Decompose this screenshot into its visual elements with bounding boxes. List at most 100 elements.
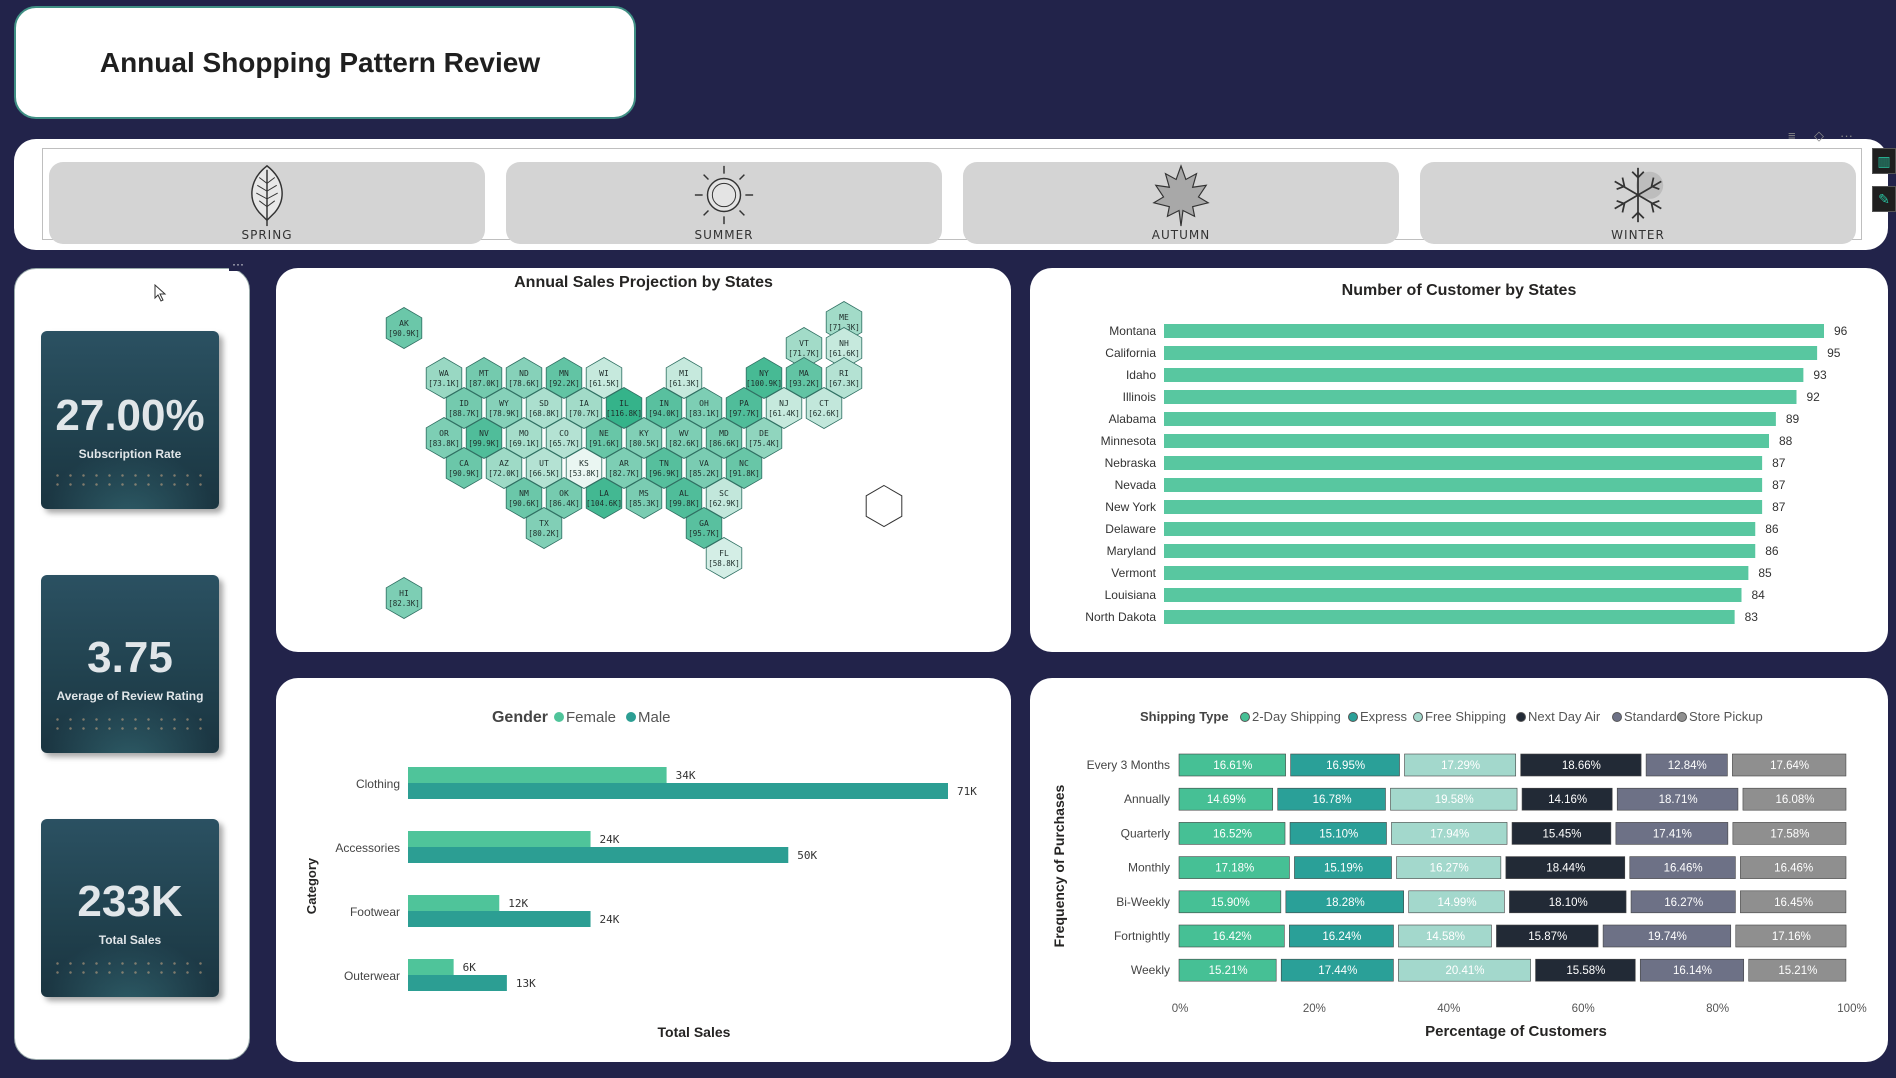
customer-value-label: 93 — [1813, 368, 1827, 382]
kpi-value: 3.75 — [87, 633, 173, 682]
kpi-value: 233K — [77, 877, 183, 926]
state-code-label: NH — [839, 339, 849, 348]
state-hex-ak — [385, 307, 423, 349]
bar-value-label: 13K — [516, 977, 536, 990]
state-code-label: MT — [479, 369, 489, 378]
state-label: Vermont — [1111, 566, 1156, 580]
stack-segment — [1535, 958, 1636, 982]
state-value-label: [78.9K] — [488, 409, 520, 418]
state-hex-il — [605, 387, 643, 429]
state-hex-mt — [465, 357, 503, 399]
filter-icon[interactable]: ≡ — [1788, 128, 1796, 143]
state-value-label: [72.0K] — [488, 469, 520, 478]
state-label: Idaho — [1126, 368, 1156, 382]
stack-segment — [1742, 787, 1847, 811]
state-code-label: VA — [699, 459, 709, 468]
state-hex-ne — [585, 417, 623, 459]
mouse-cursor-icon — [154, 284, 167, 302]
season-button-winter[interactable]: WINTER — [1420, 162, 1856, 244]
state-label: Nevada — [1115, 478, 1157, 492]
more-options-icon[interactable]: ··· — [1840, 128, 1853, 143]
bar-value-label: 24K — [600, 913, 620, 926]
customer-value-label: 84 — [1752, 588, 1766, 602]
state-code-label: MD — [719, 429, 729, 438]
shipping-stacked-chart: Shipping Type 2-Day Shipping Express Free S… — [1051, 709, 1867, 1040]
bar-value-label: 12K — [508, 897, 528, 910]
hex-map: AK[90.9K]ME[71.3K]VT[71.7K]NH[61.6K]WA[7… — [385, 301, 903, 619]
category-label: Accessories — [335, 841, 400, 855]
chart-pane-icon[interactable]: ▥ — [1872, 148, 1896, 174]
stack-segment — [1404, 753, 1517, 777]
page-title: Annual Shopping Pattern Review — [99, 46, 541, 78]
sun-icon — [694, 165, 754, 225]
state-code-label: WY — [499, 399, 509, 408]
customer-bar — [1164, 324, 1824, 338]
state-hex-az — [485, 447, 523, 489]
focus-mode-icon[interactable]: ◇ — [1814, 128, 1824, 143]
stack-segment — [1630, 890, 1736, 914]
state-code-label: WA — [439, 369, 449, 378]
state-code-label: GA — [699, 519, 709, 528]
state-value-label: [96.9K] — [648, 469, 680, 478]
stack-segment — [1732, 822, 1847, 845]
state-hex-al — [665, 477, 703, 519]
segment-value-label: 18.10% — [1549, 897, 1588, 909]
state-value-label: [82.6K] — [668, 439, 700, 448]
state-hex-ks — [565, 447, 603, 489]
segment-value-label: 16.42% — [1213, 931, 1252, 943]
customer-bar — [1164, 368, 1804, 382]
state-code-label: TX — [539, 519, 549, 528]
state-code-label: SD — [539, 399, 549, 408]
state-value-label: [85.2K] — [688, 469, 720, 478]
state-value-label: [92.2K] — [548, 379, 580, 388]
state-hex-va — [685, 447, 723, 489]
state-code-label: AR — [619, 459, 629, 468]
stack-segment — [1285, 890, 1404, 914]
state-code-label: DE — [759, 429, 769, 438]
season-button-spring[interactable]: SPRING — [49, 162, 485, 244]
state-code-label: MN — [559, 369, 569, 378]
state-hex-wa — [425, 357, 463, 399]
state-code-label: ME — [839, 313, 849, 322]
legend-label: Express — [1360, 709, 1407, 724]
state-code-label: MI — [679, 369, 689, 378]
state-value-label: [80.5K] — [628, 439, 660, 448]
state-value-label: [70.7K] — [568, 409, 600, 418]
state-label: Nebraska — [1105, 456, 1157, 470]
more-options-icon[interactable]: ··· — [229, 257, 247, 271]
state-code-label: CO — [559, 429, 569, 438]
state-code-label: CT — [819, 399, 829, 408]
chart-title: Number of Customer by States — [1341, 282, 1577, 299]
state-hex-mi — [665, 357, 703, 399]
state-hex-co — [545, 417, 583, 459]
male-bar — [408, 783, 948, 799]
legend-label: Free Shipping — [1425, 709, 1506, 724]
season-slicer: SPRING SUMMER AUTUMN — [14, 139, 1888, 250]
segment-value-label: 17.44% — [1318, 965, 1357, 977]
legend-marker — [1348, 712, 1358, 722]
snowflake-icon — [1614, 167, 1664, 223]
format-pane-icon[interactable]: ✎ — [1872, 186, 1896, 212]
segment-value-label: 12.84% — [1668, 760, 1707, 772]
state-code-label: KS — [579, 459, 589, 468]
kpi-label: Total Sales — [98, 933, 162, 947]
season-button-autumn[interactable]: AUTUMN — [963, 162, 1399, 244]
segment-value-label: 16.24% — [1322, 931, 1361, 943]
state-value-label: [58.8K] — [708, 559, 740, 568]
state-value-label: [104.6K] — [586, 499, 622, 508]
segment-value-label: 14.16% — [1548, 794, 1587, 806]
state-code-label: UT — [539, 459, 549, 468]
state-hex-id — [445, 387, 483, 429]
state-hex-ct — [805, 387, 843, 429]
segment-value-label: 14.99% — [1438, 897, 1477, 909]
state-code-label: OH — [699, 399, 709, 408]
season-button-summer[interactable]: SUMMER — [506, 162, 942, 244]
segment-value-label: 20.41% — [1445, 965, 1484, 977]
state-code-label: ID — [459, 399, 469, 408]
state-hex-ia — [565, 387, 603, 429]
customer-bar — [1164, 390, 1797, 404]
bar-value-label: 6K — [463, 961, 477, 974]
state-hex-mn — [545, 357, 583, 399]
legend-title: Gender — [492, 709, 548, 726]
state-value-label: [87.0K] — [468, 379, 500, 388]
